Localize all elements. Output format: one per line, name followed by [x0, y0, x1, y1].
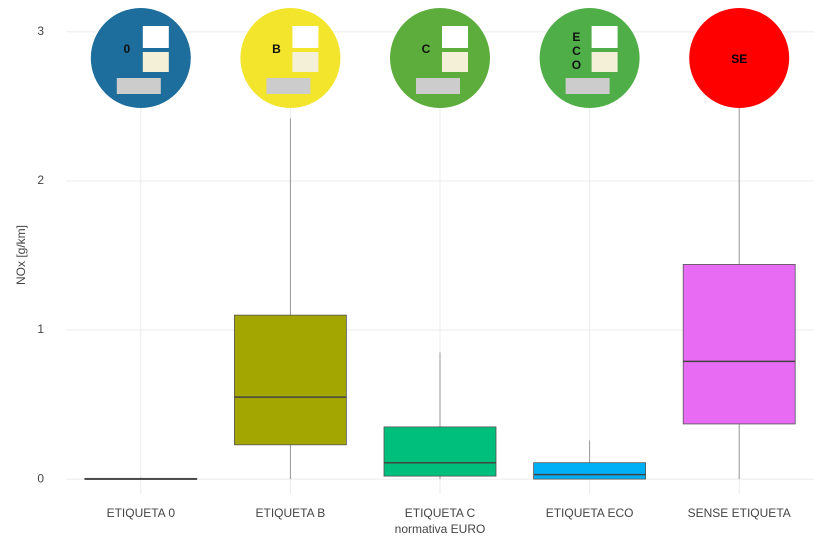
badge-label: C	[422, 42, 431, 56]
y-tick-label: 0	[37, 471, 44, 485]
y-tick-label: 1	[37, 322, 44, 336]
box	[233, 314, 347, 446]
box	[533, 462, 646, 480]
y-tick-label: 2	[37, 173, 44, 187]
badge-dgt	[565, 78, 610, 94]
box	[682, 264, 796, 425]
badge-sticker	[442, 26, 468, 48]
badge-sticker	[142, 26, 169, 48]
badge-sticker	[591, 26, 618, 48]
box	[383, 426, 497, 477]
badge-label: ECO	[569, 30, 583, 72]
x-tick-label: ETIQUETA B	[256, 506, 326, 520]
x-axis-label: normativa EURO	[395, 522, 486, 536]
badge-dgt	[116, 78, 161, 94]
x-tick-label: ETIQUETA ECO	[546, 506, 634, 520]
badge-dgt	[416, 78, 460, 94]
y-axis-label: NOx [g/km]	[14, 225, 28, 285]
badge-sticker	[142, 52, 169, 72]
x-tick-label: ETIQUETA C	[405, 506, 476, 520]
badge	[689, 8, 790, 108]
badge-label: 0	[123, 42, 130, 56]
badge-sticker	[292, 26, 319, 48]
x-tick-label: SENSE ETIQUETA	[688, 506, 791, 520]
badge-sticker	[591, 52, 618, 72]
badge-label: SE	[731, 52, 747, 66]
y-tick-label: 3	[37, 24, 44, 38]
x-tick-label: ETIQUETA 0	[107, 506, 176, 520]
badge-sticker	[292, 52, 319, 72]
badge-dgt	[266, 78, 311, 94]
badge-label: B	[272, 42, 281, 56]
badge-sticker	[442, 52, 468, 72]
